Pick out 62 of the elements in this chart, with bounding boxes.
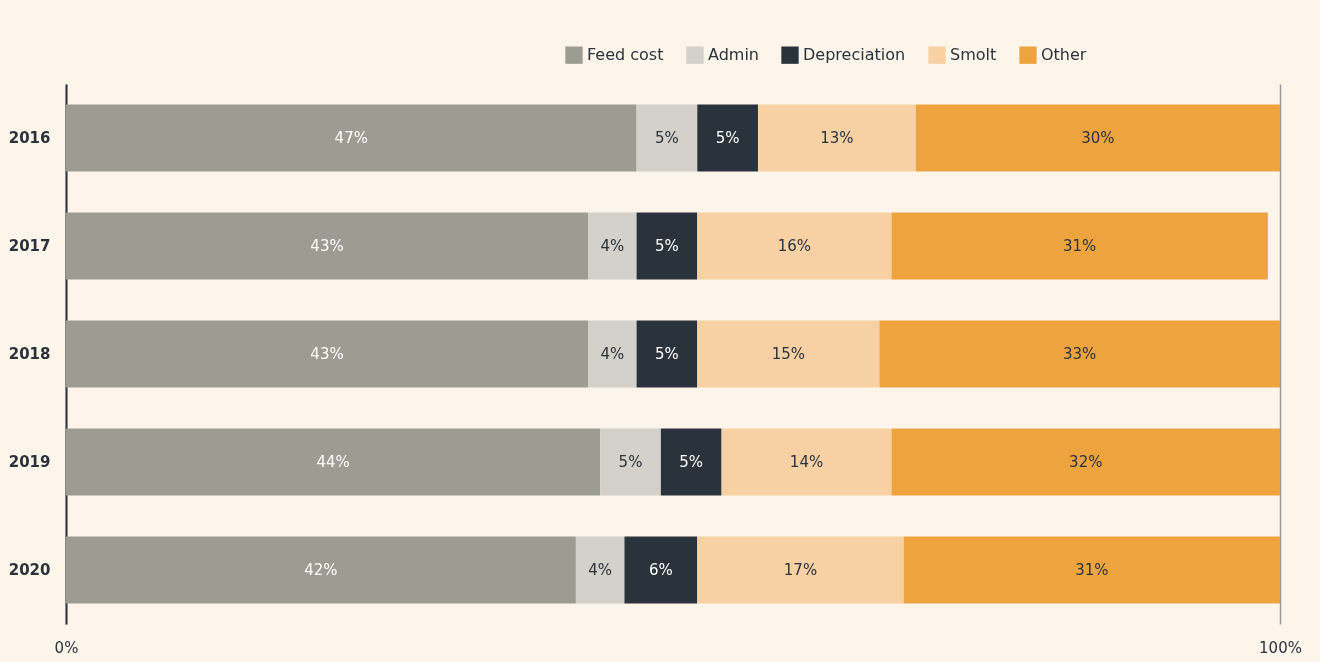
bar [600, 428, 661, 496]
data-label: 43% [310, 237, 344, 255]
data-label: 32% [1069, 453, 1103, 471]
data-label: 4% [600, 237, 625, 255]
bar [636, 104, 698, 172]
data-label: 43% [310, 345, 344, 363]
bar [66, 320, 589, 388]
bar [66, 212, 589, 280]
data-label: 5% [679, 453, 704, 471]
bar [891, 212, 1268, 280]
bar [575, 536, 625, 604]
bar [66, 536, 576, 604]
bar [624, 536, 698, 604]
data-label: 5% [655, 345, 679, 363]
data-label: 47% [334, 129, 368, 147]
legend-label: Admin [708, 45, 759, 65]
data-label: 16% [777, 237, 812, 255]
y-tick-label: 2019 [8, 453, 51, 471]
data-label: 42% [304, 561, 338, 579]
data-label: 31% [1063, 237, 1097, 255]
y-tick-label: 2016 [8, 129, 51, 147]
bar [697, 320, 880, 388]
data-label: 31% [1075, 561, 1109, 579]
data-label: 30% [1081, 129, 1115, 147]
bar [660, 428, 722, 496]
data-label: 5% [655, 129, 679, 147]
bar [879, 320, 1280, 388]
bar [588, 320, 637, 388]
bar [891, 428, 1280, 496]
bar [915, 104, 1280, 172]
bar [757, 104, 916, 172]
bar [697, 104, 758, 172]
data-label: 15% [771, 345, 805, 363]
x-tick-label: 0% [54, 638, 79, 657]
data-label: 17% [783, 561, 818, 579]
bar [903, 536, 1280, 604]
data-label: 6% [648, 561, 673, 579]
data-label: 5% [715, 129, 740, 147]
legend-label: Other [1041, 45, 1087, 65]
bar [697, 536, 904, 604]
data-label: 14% [789, 453, 824, 471]
data-label: 4% [588, 561, 613, 579]
data-label: 33% [1063, 345, 1097, 363]
x-tick-label: 100% [1259, 638, 1302, 657]
bar [697, 212, 892, 280]
data-label: 44% [316, 453, 350, 471]
y-tick-label: 2018 [8, 345, 51, 363]
bar [588, 212, 637, 280]
bar [66, 104, 637, 172]
legend-label: Depreciation [803, 45, 906, 65]
data-label: 5% [618, 453, 643, 471]
y-tick-label: 2017 [8, 237, 51, 255]
data-label: 5% [655, 237, 679, 255]
y-tick-label: 2020 [8, 561, 51, 579]
bar [636, 212, 698, 280]
legend-label: Smolt [950, 45, 997, 65]
bar [636, 320, 698, 388]
bar [721, 428, 892, 496]
legend-label: Feed cost [587, 45, 664, 65]
data-label: 13% [820, 129, 854, 147]
data-label: 4% [600, 345, 625, 363]
bar [66, 428, 601, 496]
